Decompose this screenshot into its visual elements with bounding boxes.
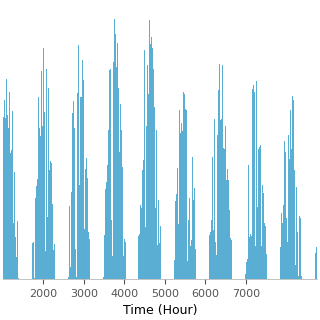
X-axis label: Time (Hour): Time (Hour) xyxy=(123,304,197,317)
